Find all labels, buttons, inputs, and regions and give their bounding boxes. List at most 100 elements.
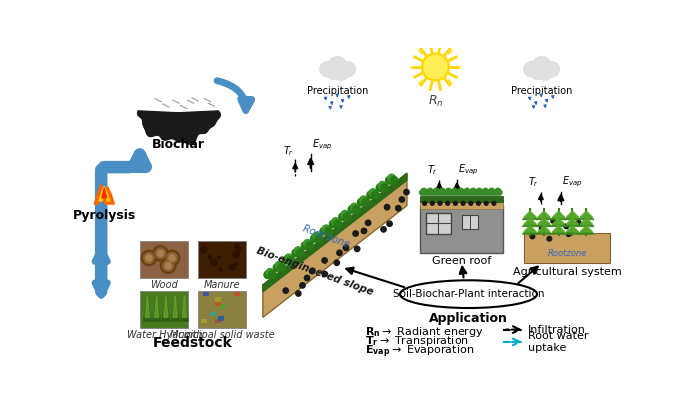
- Text: $E_{vap}$: $E_{vap}$: [312, 138, 332, 152]
- Circle shape: [464, 188, 470, 194]
- FancyBboxPatch shape: [426, 213, 451, 234]
- Circle shape: [343, 245, 349, 250]
- Circle shape: [462, 190, 468, 195]
- FancyBboxPatch shape: [420, 195, 503, 202]
- Polygon shape: [95, 184, 114, 204]
- Circle shape: [420, 190, 425, 195]
- FancyBboxPatch shape: [210, 312, 216, 316]
- FancyBboxPatch shape: [215, 319, 221, 324]
- Circle shape: [348, 205, 356, 213]
- Circle shape: [489, 188, 495, 194]
- Text: Root water
uptake: Root water uptake: [527, 331, 588, 353]
- Circle shape: [376, 184, 384, 191]
- FancyBboxPatch shape: [462, 215, 477, 229]
- Circle shape: [141, 250, 157, 266]
- Polygon shape: [580, 218, 593, 224]
- Circle shape: [353, 231, 358, 236]
- Text: Agricultural system: Agricultural system: [512, 267, 621, 277]
- Text: Bio-engineered slope: Bio-engineered slope: [255, 245, 374, 297]
- Circle shape: [371, 191, 379, 199]
- Circle shape: [320, 227, 328, 235]
- Circle shape: [566, 232, 571, 236]
- Polygon shape: [566, 211, 579, 217]
- Circle shape: [438, 201, 442, 205]
- Polygon shape: [552, 218, 564, 224]
- Circle shape: [544, 62, 560, 77]
- Polygon shape: [551, 213, 566, 219]
- Circle shape: [441, 190, 447, 195]
- Polygon shape: [579, 220, 594, 226]
- Text: $T_r$: $T_r$: [427, 163, 438, 177]
- Polygon shape: [551, 228, 566, 234]
- FancyBboxPatch shape: [201, 319, 207, 324]
- Text: $T_r$: $T_r$: [283, 144, 294, 158]
- Circle shape: [365, 220, 371, 226]
- Circle shape: [532, 68, 543, 80]
- FancyBboxPatch shape: [140, 241, 188, 278]
- Circle shape: [362, 198, 370, 206]
- Circle shape: [532, 57, 551, 75]
- Polygon shape: [580, 226, 593, 232]
- Text: Water Hyacinth: Water Hyacinth: [127, 330, 202, 339]
- FancyBboxPatch shape: [198, 291, 246, 328]
- Polygon shape: [579, 213, 594, 219]
- Circle shape: [217, 256, 221, 259]
- Circle shape: [287, 256, 295, 264]
- FancyBboxPatch shape: [219, 316, 225, 321]
- Circle shape: [446, 188, 451, 194]
- Polygon shape: [181, 298, 188, 321]
- Text: Pyrolysis: Pyrolysis: [73, 209, 136, 222]
- Circle shape: [264, 271, 272, 279]
- Circle shape: [452, 188, 458, 194]
- Circle shape: [322, 258, 327, 263]
- Circle shape: [421, 188, 427, 194]
- Circle shape: [471, 188, 476, 194]
- Polygon shape: [538, 218, 550, 224]
- Circle shape: [210, 259, 216, 266]
- Circle shape: [390, 177, 398, 184]
- Circle shape: [438, 190, 443, 195]
- Circle shape: [323, 225, 330, 233]
- Circle shape: [435, 190, 440, 195]
- Circle shape: [477, 188, 482, 194]
- Circle shape: [358, 198, 365, 206]
- Circle shape: [424, 55, 447, 78]
- Text: $E_{vap}$: $E_{vap}$: [458, 163, 479, 177]
- Polygon shape: [153, 298, 160, 321]
- Polygon shape: [173, 296, 177, 317]
- Circle shape: [387, 221, 393, 226]
- Polygon shape: [538, 226, 550, 232]
- Circle shape: [353, 205, 360, 213]
- FancyBboxPatch shape: [219, 304, 225, 309]
- Circle shape: [453, 201, 458, 205]
- FancyBboxPatch shape: [140, 291, 188, 328]
- Circle shape: [484, 201, 488, 205]
- Circle shape: [295, 247, 302, 254]
- Polygon shape: [162, 298, 170, 321]
- Circle shape: [445, 190, 449, 195]
- Circle shape: [423, 201, 427, 205]
- Circle shape: [360, 196, 368, 204]
- Circle shape: [233, 253, 238, 257]
- Circle shape: [403, 189, 409, 195]
- Circle shape: [497, 190, 502, 195]
- Circle shape: [469, 201, 473, 205]
- Circle shape: [337, 250, 342, 256]
- Circle shape: [340, 62, 356, 77]
- Polygon shape: [524, 226, 536, 232]
- Polygon shape: [263, 173, 407, 317]
- Circle shape: [493, 190, 499, 195]
- Circle shape: [538, 67, 552, 80]
- Circle shape: [430, 201, 434, 205]
- Polygon shape: [164, 296, 169, 317]
- Text: $E_{vap}$: $E_{vap}$: [562, 174, 583, 189]
- Circle shape: [481, 190, 486, 195]
- Circle shape: [158, 250, 164, 256]
- FancyBboxPatch shape: [524, 232, 610, 263]
- Circle shape: [539, 226, 544, 231]
- Polygon shape: [523, 220, 538, 226]
- Circle shape: [524, 62, 539, 77]
- Circle shape: [530, 234, 535, 239]
- Circle shape: [484, 190, 490, 195]
- Circle shape: [477, 201, 480, 205]
